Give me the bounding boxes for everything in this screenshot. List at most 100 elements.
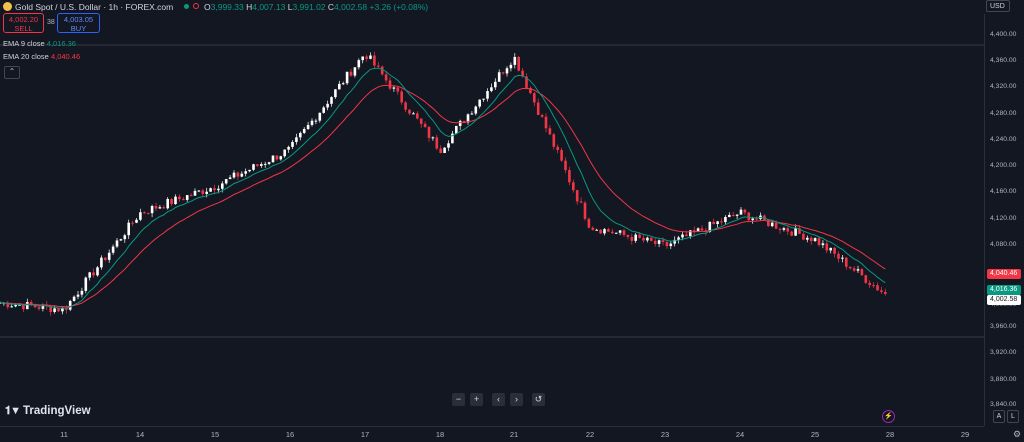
time-axis[interactable]: 11 14 15 16 17 18 21 22 23 24 25 28 29 [0, 426, 984, 442]
candle-body [841, 257, 844, 259]
collapse-indicators-button[interactable]: ⌃ [4, 66, 20, 79]
indicator-name: EMA 20 close [3, 52, 49, 61]
buy-price: 4,003.05 [63, 15, 94, 24]
currency-selector[interactable]: USD [986, 0, 1010, 12]
candle-body [123, 235, 127, 240]
candle-body [833, 247, 836, 254]
time-tick: 24 [735, 430, 745, 439]
time-tick: 29 [960, 430, 970, 439]
sell-button[interactable]: 4,002.20 SELL [3, 13, 44, 33]
candle-body [275, 155, 279, 160]
candle-body [201, 190, 205, 194]
price-tick: 4,120.00 [990, 215, 1017, 222]
candle-body [556, 146, 559, 150]
lightning-icon[interactable]: ⚡ [882, 410, 895, 423]
candle-body [665, 242, 669, 247]
indicator-ema20[interactable]: EMA 20 close 4,040.46 [3, 52, 80, 61]
candle-body [860, 269, 864, 276]
time-tick: 17 [360, 430, 370, 439]
candle-body [84, 277, 88, 291]
market-open-icon [184, 4, 189, 9]
candle-body [443, 147, 446, 153]
candle-body [618, 230, 622, 233]
candle-body [361, 56, 364, 61]
indicator-ema9[interactable]: EMA 9 close 4,016.36 [3, 39, 76, 48]
candle-body [115, 240, 119, 247]
zoom-out-button[interactable]: − [452, 393, 465, 406]
log-scale-button[interactable]: L [1007, 410, 1019, 423]
candle-body [513, 56, 517, 65]
candle-body [813, 238, 817, 242]
time-tick: 18 [435, 430, 445, 439]
candle-body [817, 238, 821, 246]
time-tick: 23 [660, 430, 670, 439]
candle-body [146, 212, 150, 214]
candle-body [587, 218, 591, 228]
candle-body [692, 230, 696, 232]
auto-scale-button[interactable]: A [993, 410, 1005, 423]
candle-body [798, 228, 801, 234]
price-tick: 4,360.00 [990, 57, 1017, 64]
tradingview-logo[interactable]: 𝟏▼ TradingView [5, 405, 91, 418]
price-tick: 3,920.00 [990, 349, 1017, 356]
candle-body [22, 304, 25, 310]
candle-body [345, 71, 349, 84]
candle-body [544, 116, 548, 129]
price-axis[interactable]: 4,400.00 4,360.00 4,320.00 4,280.00 4,24… [984, 14, 1024, 426]
time-tick: 25 [810, 430, 820, 439]
brand-name: TradingView [23, 405, 91, 417]
buy-button[interactable]: 4,003.05 BUY [57, 13, 100, 33]
scroll-right-button[interactable]: › [510, 393, 523, 406]
candle-body [107, 252, 111, 260]
low-key: L [287, 2, 293, 12]
sell-price: 4,002.20 [8, 15, 39, 24]
candle-body [377, 65, 380, 67]
candle-body [271, 155, 275, 163]
candle-body [135, 219, 138, 223]
chart-header: Gold Spot / U.S. Dollar · 1h · FOREX.com… [0, 0, 984, 14]
candle-body [170, 199, 173, 205]
candle-body [291, 141, 294, 147]
candle-body [770, 222, 774, 227]
candle-body [41, 304, 45, 309]
candle-body [404, 102, 407, 110]
ema20-price-label: 4,040.46 [987, 269, 1021, 279]
candle-body [837, 253, 840, 259]
candle-body [548, 128, 552, 135]
price-tick: 3,880.00 [990, 376, 1017, 383]
candle-body [591, 227, 595, 230]
candle-body [18, 304, 21, 306]
candle-body [716, 221, 719, 225]
candle-body [821, 243, 825, 246]
reset-chart-button[interactable]: ↺ [532, 393, 545, 406]
symbol-title[interactable]: Gold Spot / U.S. Dollar · 1h · FOREX.com [15, 2, 174, 12]
candle-body [232, 172, 236, 178]
candle-body [599, 229, 602, 234]
candle-body [646, 237, 649, 241]
price-chart[interactable] [0, 0, 984, 426]
candle-body [10, 306, 13, 308]
candle-body [728, 214, 731, 217]
gold-symbol-icon [3, 2, 12, 11]
candle-body [677, 237, 680, 240]
price-tick: 4,080.00 [990, 241, 1017, 248]
candle-body [630, 236, 634, 241]
candle-body [494, 81, 497, 88]
gear-icon[interactable]: ⚙ [1013, 429, 1022, 439]
candle-body [131, 222, 134, 224]
candle-body [611, 231, 614, 234]
scroll-left-button[interactable]: ‹ [492, 393, 505, 406]
candle-body [747, 212, 751, 221]
candle-body [139, 212, 142, 220]
spread-value: 38 [47, 19, 55, 26]
candle-body [845, 257, 848, 267]
open-key: O [204, 2, 211, 12]
candle-body [583, 202, 587, 219]
candle-body [708, 221, 712, 232]
candle-body [603, 229, 606, 234]
zoom-in-button[interactable]: + [470, 393, 483, 406]
candle-body [778, 228, 782, 230]
candle-body [505, 68, 509, 74]
candle-body [427, 126, 431, 138]
candle-body [154, 205, 158, 209]
